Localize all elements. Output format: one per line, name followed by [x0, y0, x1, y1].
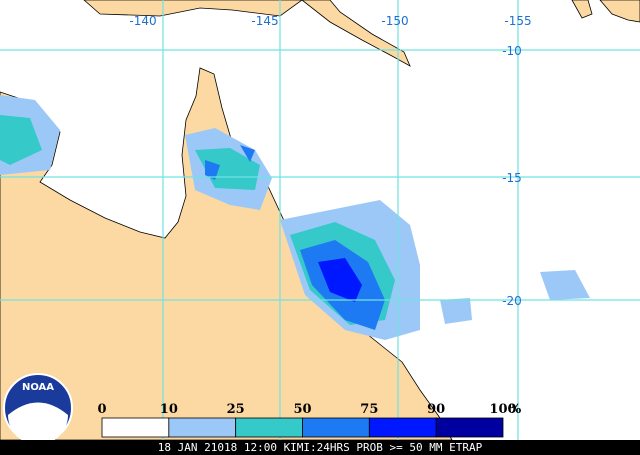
legend-swatch — [101, 417, 170, 438]
legend-swatch — [368, 417, 437, 438]
noaa-logo: NOAA — [3, 373, 73, 445]
legend-unit: % — [509, 402, 522, 417]
lon-label: -140 — [129, 14, 156, 28]
legend-swatch — [235, 417, 303, 438]
caption: 18 JAN 21018 12:00 KIMI:24HRS PROB >= 50… — [158, 441, 483, 454]
graticule — [0, 0, 640, 440]
lat-label: -15 — [502, 171, 522, 185]
logo-text: NOAA — [22, 382, 54, 393]
lon-label: -150 — [381, 14, 408, 28]
legend-label: 25 — [227, 402, 245, 417]
legend-swatch — [302, 417, 370, 438]
legend-label: 0 — [97, 402, 106, 417]
precipitation — [0, 95, 590, 340]
legend-swatch — [168, 417, 237, 438]
lon-label: -155 — [504, 14, 531, 28]
lon-label: -145 — [251, 14, 278, 28]
caption-bar — [0, 440, 640, 455]
legend-label: 10 — [160, 402, 178, 417]
legend-label: 90 — [427, 402, 445, 417]
legend-label: 100 — [489, 402, 516, 417]
legend-label: 50 — [293, 402, 311, 417]
legend-swatch — [435, 417, 504, 438]
lat-label: -10 — [502, 44, 522, 58]
lat-label: -20 — [502, 294, 522, 308]
legend-label: 75 — [360, 402, 378, 417]
land — [0, 0, 640, 441]
legend: 0 10 25 50 75 90 100% — [97, 402, 522, 438]
